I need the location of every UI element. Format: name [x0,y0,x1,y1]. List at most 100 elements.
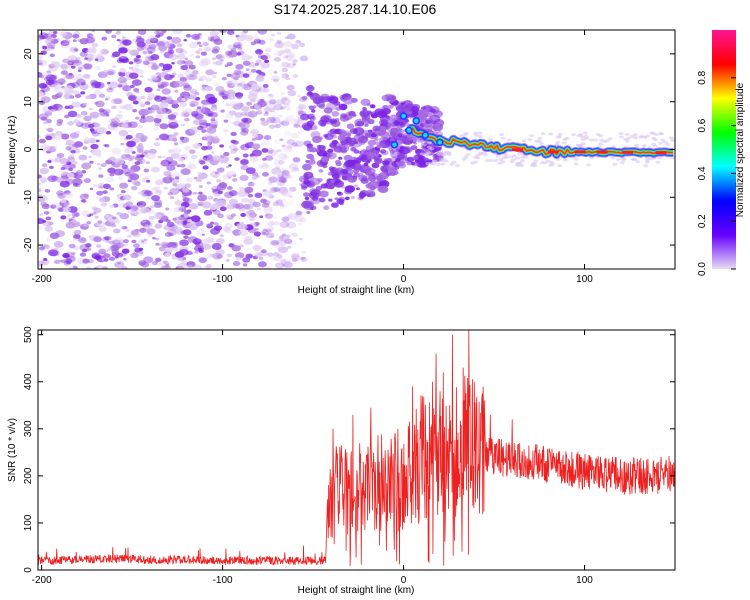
spectrogram-blob [287,90,297,97]
spectrogram-blob [214,171,219,175]
spectrogram-blob [78,237,87,243]
spectrogram-blob [274,124,282,129]
spectrogram-blob [212,155,221,162]
spectrogram-blob [222,173,232,180]
spectrogram-blob [79,193,89,200]
spectrogram-blob [180,64,189,71]
spectrogram-blob [194,91,200,96]
spectrogram-blob [353,162,362,169]
spectrogram-blob [135,54,141,59]
spectrogram-blob [285,174,292,179]
spectrogram-blob [329,118,337,124]
spectrogram-blob [362,107,367,111]
spectrogram-blob [320,156,330,163]
spectrogram-blob [231,102,242,110]
spectrogram-blob [211,75,217,79]
spectrogram-blob [153,95,164,102]
spectrogram-blob [354,184,358,188]
spectrogram-blob [473,133,479,137]
spectrogram-blob [216,254,223,259]
spectrogram-blob [228,190,238,197]
spectrogram-blob [300,113,310,121]
spectrogram-blob [451,160,457,164]
spectrogram-blob [251,130,258,135]
spectrogram-blob [133,243,140,248]
spectrogram-blob [90,85,95,89]
spectrogram-blob [180,168,191,176]
spectrogram-blob [657,156,663,160]
spectrogram-blob [206,181,212,185]
spectrogram-blob [222,226,231,232]
spectrogram-blob [386,144,393,149]
spectrogram-blob [274,262,285,269]
spectrogram-blob [173,142,179,146]
spectrogram-blob [81,210,91,217]
spectrogram-blob [63,201,71,207]
spectrogram-blob [106,176,115,183]
spectrogram-blob [580,141,586,145]
spectrogram-blob [155,113,164,120]
spectrogram-blob [236,202,245,209]
spectrogram-blob [171,62,175,65]
spectrogram-hotspot [390,140,399,149]
spectrogram-blob [59,157,69,165]
spectrogram-blob [119,182,129,189]
spectrogram-blob [437,131,443,135]
spectrogram-blob [226,203,236,210]
spectrogram-blob [49,53,55,58]
spectrogram-blob [38,113,49,121]
spectrogram-blob [53,103,59,108]
spectrogram-blob [56,118,64,124]
spectrogram-blob [263,134,272,140]
spectrogram-blob [151,43,157,48]
spectrogram-blob [279,168,289,175]
spectrogram-blob [157,155,162,159]
spectrogram-blob [310,177,321,186]
spectrogram-blob [97,220,103,224]
spectrogram-blob [65,146,72,151]
spectrogram-blob [113,168,124,176]
spectrogram-blob [347,137,357,145]
spectrogram-blob [257,164,264,169]
spectrogram-blob [228,198,238,206]
spectrogram-blob [263,112,269,117]
spectrogram-blob [278,50,286,55]
spectrogram-blob [322,133,329,138]
spectrogram-blob [171,36,182,44]
spectrogram-blob [83,193,89,198]
spectrogram-blob [169,53,179,60]
spectrogram-blob [101,70,109,75]
spectrogram-blob [137,148,144,153]
spectrogram-blob [295,210,303,215]
spectrogram-blob [290,118,300,126]
spectrogram-blob [371,162,380,169]
spectrogram-blob [506,138,512,142]
spectrogram-blob [180,205,185,209]
spectrogram-blob [201,145,208,151]
spectrogram-blob [151,166,160,173]
spectrogram-blob [164,252,171,257]
spectrogram-blob [501,156,507,160]
snr-x-tick-label: 0 [401,575,407,586]
spectrogram-blob [252,244,262,252]
spectrogram-blob [142,50,148,55]
spectrogram-blob [294,140,305,148]
spectrogram-blob [57,192,66,199]
spectrogram-blob [241,122,250,129]
spectrogram-blob [234,41,239,45]
spectrogram-blob [187,218,192,223]
spectrogram-blob [281,170,291,177]
spectrogram-blob [395,158,401,162]
spectrogram-blob [327,171,333,176]
spectrogram-blob [288,163,299,170]
spectrogram-blob [650,142,656,146]
spectrogram-blob [262,228,268,232]
spectrogram-blob [282,192,289,196]
spectrogram-blob [291,142,298,147]
spectrogram-blob [318,96,325,102]
spectrogram-blob [143,190,153,197]
spectrogram-blob [278,246,289,254]
spectrogram-blob [228,110,237,116]
spectrogram-blob [110,161,116,165]
spectrogram-blob [230,149,237,154]
